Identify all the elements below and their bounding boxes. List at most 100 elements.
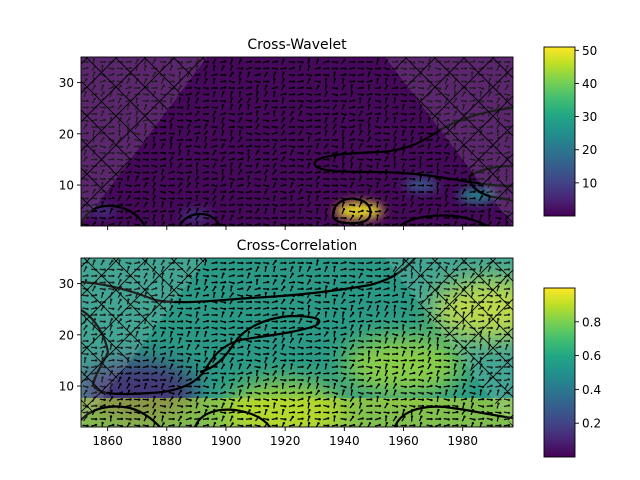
phase-arrow-head — [378, 340, 382, 343]
phase-arrow-head — [335, 346, 339, 350]
top-hotspot-1 — [458, 188, 497, 203]
phase-arrow-head — [327, 372, 330, 375]
phase-arrow-head — [205, 123, 208, 126]
phase-arrow-head — [454, 389, 458, 392]
phase-arrow-head — [215, 216, 218, 219]
phase-arrow-head — [385, 77, 388, 81]
phase-arrow-head — [197, 91, 200, 94]
phase-arrow-head — [376, 77, 379, 81]
phase-arrow-head — [376, 58, 380, 61]
phase-arrow-head — [385, 110, 388, 113]
phase-arrow-head — [404, 100, 407, 103]
phase-arrow-head — [206, 222, 210, 226]
phase-arrow-head — [307, 58, 311, 61]
phase-arrow-head — [344, 274, 347, 278]
phase-arrow-head — [318, 125, 321, 128]
phase-arrow-head — [292, 404, 296, 407]
phase-arrow-head — [180, 203, 184, 207]
phase-arrow-head — [421, 170, 425, 174]
phase-arrow-head — [456, 164, 459, 168]
phase-arrow-head — [421, 333, 425, 337]
phase-arrow-head — [215, 144, 218, 148]
phase-arrow-head — [249, 164, 253, 168]
phase-arrow-head — [258, 313, 261, 316]
phase-arrow-head — [146, 340, 149, 343]
phase-arrow-head — [189, 197, 192, 200]
phase-arrow-head — [247, 330, 251, 334]
phase-arrow-head — [241, 358, 244, 362]
phase-arrow-head — [342, 142, 345, 146]
phase-arrow-head — [172, 327, 175, 330]
phase-arrow-head — [385, 376, 389, 379]
phase-arrow-head — [344, 366, 347, 369]
phase-arrow-head — [292, 164, 296, 167]
phase-arrow-head — [404, 190, 407, 193]
phase-arrow-head — [206, 183, 210, 187]
phase-arrow-head — [223, 204, 227, 207]
phase-arrow-head — [119, 376, 122, 379]
phase-arrow-head — [370, 404, 373, 408]
phase-arrow-head — [387, 216, 390, 219]
phase-arrow-head — [206, 99, 210, 102]
phase-arrow-head — [284, 105, 287, 109]
phase-arrow-head — [350, 84, 354, 87]
phase-arrow-head — [368, 97, 372, 100]
phase-arrow-head — [291, 181, 294, 185]
phase-arrow-head — [292, 66, 296, 70]
phase-arrow-head — [198, 145, 201, 149]
phase-arrow-head — [387, 93, 390, 96]
phase-arrow-head — [378, 106, 382, 109]
phase-arrow-head — [153, 221, 157, 224]
phase-arrow-head — [361, 158, 364, 161]
phase-arrow-head — [385, 369, 388, 373]
phase-arrow-head — [215, 327, 218, 330]
phase-arrow-head — [206, 293, 210, 297]
phase-arrow-head — [258, 222, 261, 226]
phase-arrow-head — [103, 398, 106, 401]
phase-arrow-head — [249, 144, 253, 148]
phase-arrow-head — [163, 398, 167, 401]
phase-arrow-head — [327, 261, 330, 264]
phase-arrow-head — [258, 197, 261, 201]
phase-arrow-head — [361, 67, 364, 70]
phase-arrow-head — [249, 86, 253, 89]
phase-arrow-head — [327, 106, 330, 109]
phase-arrow-head — [137, 171, 141, 175]
phase-arrow-head — [178, 298, 182, 301]
phase-arrow-head — [222, 116, 225, 120]
phase-arrow-head — [327, 397, 330, 401]
phase-arrow-head — [333, 77, 336, 81]
phase-arrow-head — [230, 168, 233, 172]
phase-arrow-head — [351, 130, 355, 133]
phase-arrow-head — [301, 274, 304, 277]
phase-arrow-head — [404, 398, 407, 401]
phase-arrow-head — [163, 339, 167, 342]
phase-arrow-head — [351, 363, 355, 367]
phase-arrow-head — [266, 158, 270, 161]
phase-arrow-head — [266, 119, 270, 123]
phase-arrow-head — [334, 117, 338, 120]
phase-arrow-head — [301, 183, 304, 187]
phase-arrow-head — [213, 90, 216, 94]
phase-arrow-head — [361, 358, 364, 362]
phase-arrow-head — [155, 131, 158, 135]
phase-arrow-head — [430, 138, 433, 141]
phase-arrow-head — [370, 333, 373, 337]
phase-arrow-head — [308, 162, 311, 165]
phase-arrow-head — [223, 73, 227, 77]
phase-arrow-head — [222, 195, 225, 198]
phase-arrow-head — [206, 371, 210, 375]
phase-arrow-head — [275, 320, 278, 323]
phase-arrow-head — [153, 409, 157, 412]
phase-arrow-head — [258, 170, 261, 174]
phase-arrow-head — [291, 337, 294, 341]
phase-arrow-head — [170, 123, 173, 126]
phase-arrow-head — [361, 280, 364, 284]
phase-arrow-head — [462, 402, 466, 405]
phase-arrow-head — [196, 97, 200, 100]
phase-arrow-head — [447, 152, 450, 155]
phase-arrow-head — [241, 177, 244, 181]
phase-arrow-head — [300, 104, 303, 107]
phase-arrow-head — [179, 389, 183, 393]
phase-arrow-head — [438, 178, 442, 181]
